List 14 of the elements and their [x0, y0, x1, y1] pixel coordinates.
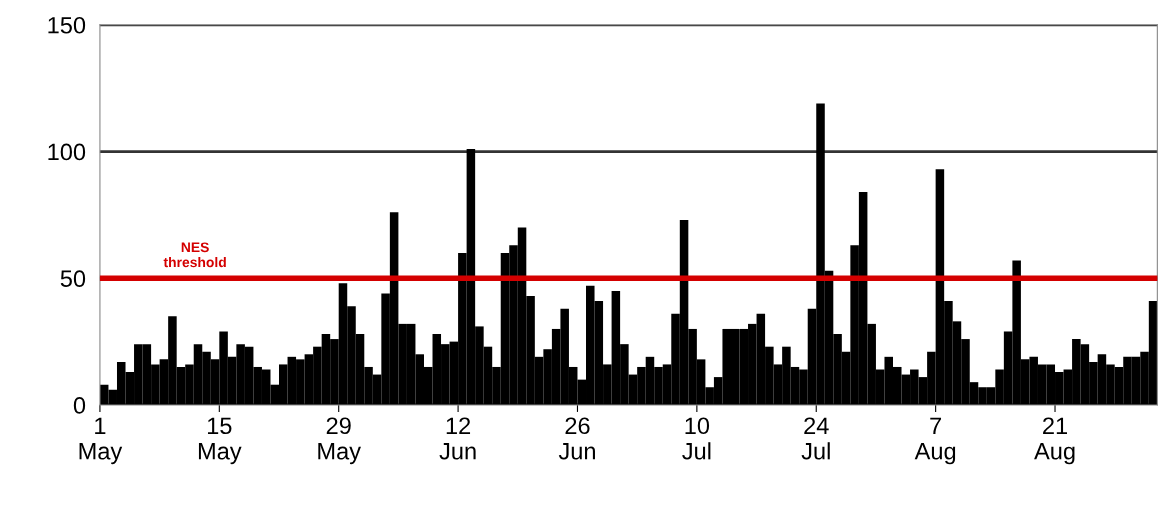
- ref-line-label: NES threshold: [163, 242, 226, 268]
- x-tick-label: 7 Aug: [914, 417, 956, 465]
- x-tick-label: 15 May: [198, 417, 242, 465]
- y-tick-label: 150: [48, 16, 86, 34]
- x-tick-label: 1 May: [79, 417, 123, 465]
- x-tick-label: 10 Jul: [682, 417, 711, 460]
- y-tick-label: 100: [48, 143, 86, 161]
- x-tick-label: 29 May: [318, 417, 361, 465]
- y-tick-label: 50: [60, 270, 86, 288]
- x-tick-label: 24 Jul: [801, 417, 830, 460]
- x-tick-label: 21 Aug: [1034, 417, 1075, 465]
- y-tick-label: 0: [73, 397, 86, 414]
- x-tick-label: 26 Jun: [558, 417, 595, 460]
- x-tick-label: 12 Jun: [439, 417, 476, 460]
